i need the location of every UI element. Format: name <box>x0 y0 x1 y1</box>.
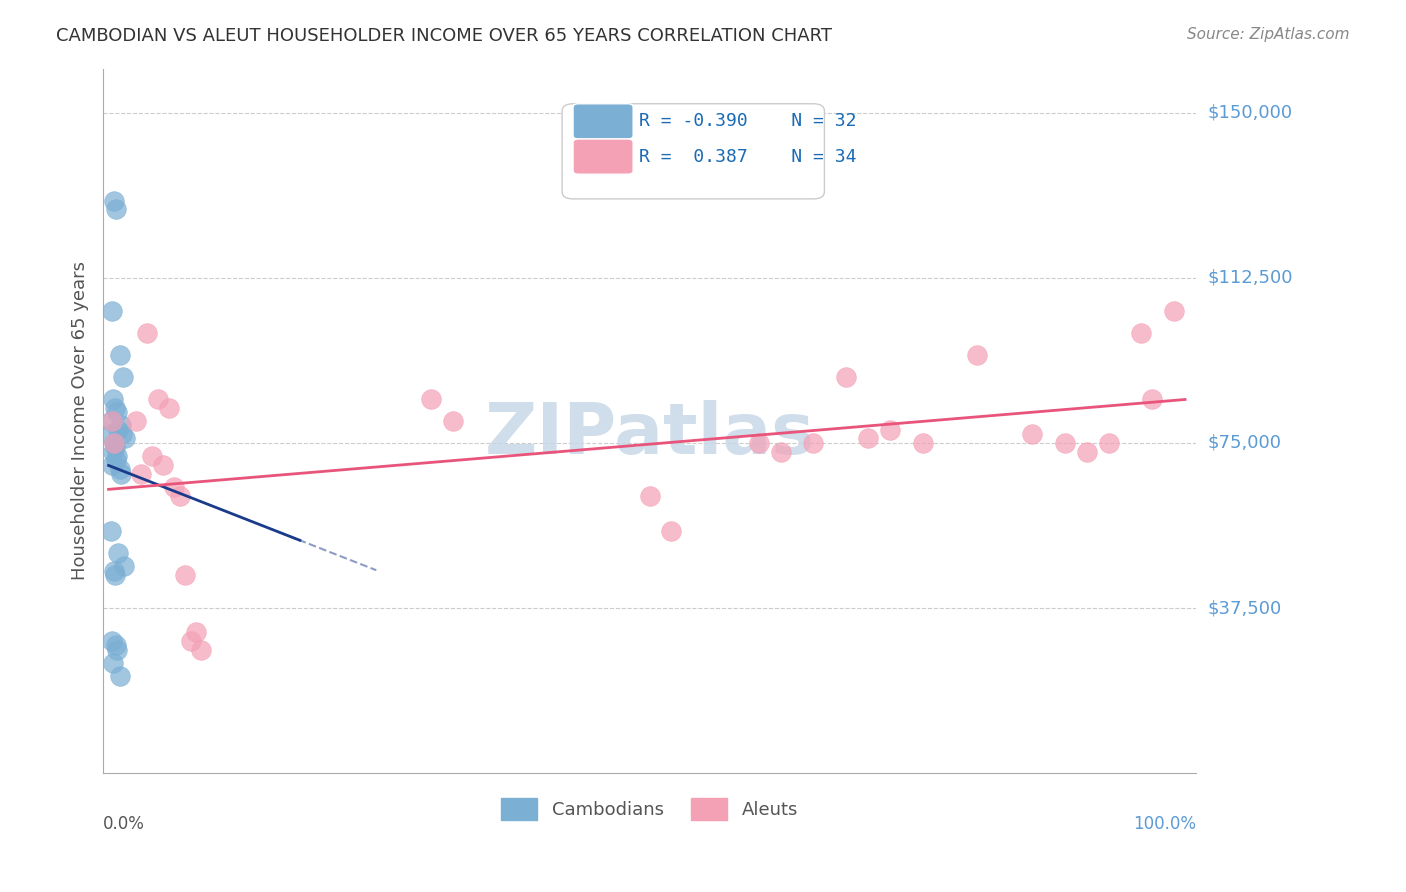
Point <box>104 568 127 582</box>
Point <box>104 401 127 415</box>
Point <box>114 432 136 446</box>
Point <box>146 392 169 406</box>
Point <box>835 369 858 384</box>
Point <box>101 303 124 318</box>
FancyBboxPatch shape <box>574 139 633 174</box>
Point <box>110 467 132 481</box>
Text: 0.0%: 0.0% <box>103 815 145 833</box>
Text: Source: ZipAtlas.com: Source: ZipAtlas.com <box>1187 27 1350 42</box>
Text: CAMBODIAN VS ALEUT HOUSEHOLDER INCOME OVER 65 YEARS CORRELATION CHART: CAMBODIAN VS ALEUT HOUSEHOLDER INCOME OV… <box>56 27 832 45</box>
Legend: Cambodians, Aleuts: Cambodians, Aleuts <box>494 791 806 828</box>
Point <box>441 414 464 428</box>
Text: R =  0.387    N = 34: R = 0.387 N = 34 <box>638 147 856 166</box>
Point <box>101 656 124 670</box>
Point <box>100 414 122 428</box>
Text: $75,000: $75,000 <box>1208 434 1281 452</box>
Point <box>661 524 683 538</box>
Point <box>112 559 135 574</box>
Point <box>105 405 128 419</box>
Point <box>169 489 191 503</box>
Point <box>879 423 901 437</box>
Point <box>152 458 174 472</box>
Point <box>1097 435 1119 450</box>
Point <box>108 669 131 683</box>
Text: $37,500: $37,500 <box>1208 599 1281 617</box>
Point <box>108 348 131 362</box>
Point <box>105 453 128 467</box>
Point <box>103 564 125 578</box>
Point <box>103 435 125 450</box>
Point <box>107 546 129 560</box>
Point <box>103 435 125 450</box>
Point <box>163 480 186 494</box>
Point <box>769 444 792 458</box>
Point <box>105 202 128 217</box>
Point <box>190 643 212 657</box>
Point <box>105 643 128 657</box>
Point <box>105 639 128 653</box>
Point <box>966 348 988 362</box>
Point <box>638 489 661 503</box>
FancyBboxPatch shape <box>574 103 633 139</box>
Point <box>98 427 121 442</box>
Point <box>108 462 131 476</box>
Point <box>803 435 825 450</box>
Point <box>1130 326 1153 340</box>
Point <box>110 418 132 433</box>
Point <box>101 414 124 428</box>
Point <box>180 634 202 648</box>
Point <box>101 392 124 406</box>
Point <box>131 467 153 481</box>
Point <box>104 440 127 454</box>
Text: $112,500: $112,500 <box>1208 268 1292 286</box>
Point <box>174 568 197 582</box>
Text: ZIPatlas: ZIPatlas <box>485 401 814 469</box>
Point <box>105 449 128 463</box>
Point <box>1163 303 1185 318</box>
Point <box>1021 427 1043 442</box>
Text: R = -0.390    N = 32: R = -0.390 N = 32 <box>638 112 856 130</box>
Point <box>101 634 124 648</box>
Point <box>101 458 124 472</box>
Text: $150,000: $150,000 <box>1208 103 1292 121</box>
Point <box>911 435 934 450</box>
Point <box>107 423 129 437</box>
Point <box>111 369 134 384</box>
Point <box>125 414 148 428</box>
Point <box>856 432 879 446</box>
Point <box>111 427 134 442</box>
Point <box>100 524 122 538</box>
Point <box>420 392 443 406</box>
Point <box>1053 435 1076 450</box>
Point <box>157 401 180 415</box>
Point <box>748 435 770 450</box>
Point <box>135 326 157 340</box>
Point <box>1142 392 1164 406</box>
Point <box>184 625 207 640</box>
Text: 100.0%: 100.0% <box>1133 815 1197 833</box>
Point <box>141 449 163 463</box>
Y-axis label: Householder Income Over 65 years: Householder Income Over 65 years <box>72 261 89 581</box>
Point <box>1076 444 1098 458</box>
Point <box>103 194 125 208</box>
FancyBboxPatch shape <box>562 103 824 199</box>
Point <box>101 444 124 458</box>
